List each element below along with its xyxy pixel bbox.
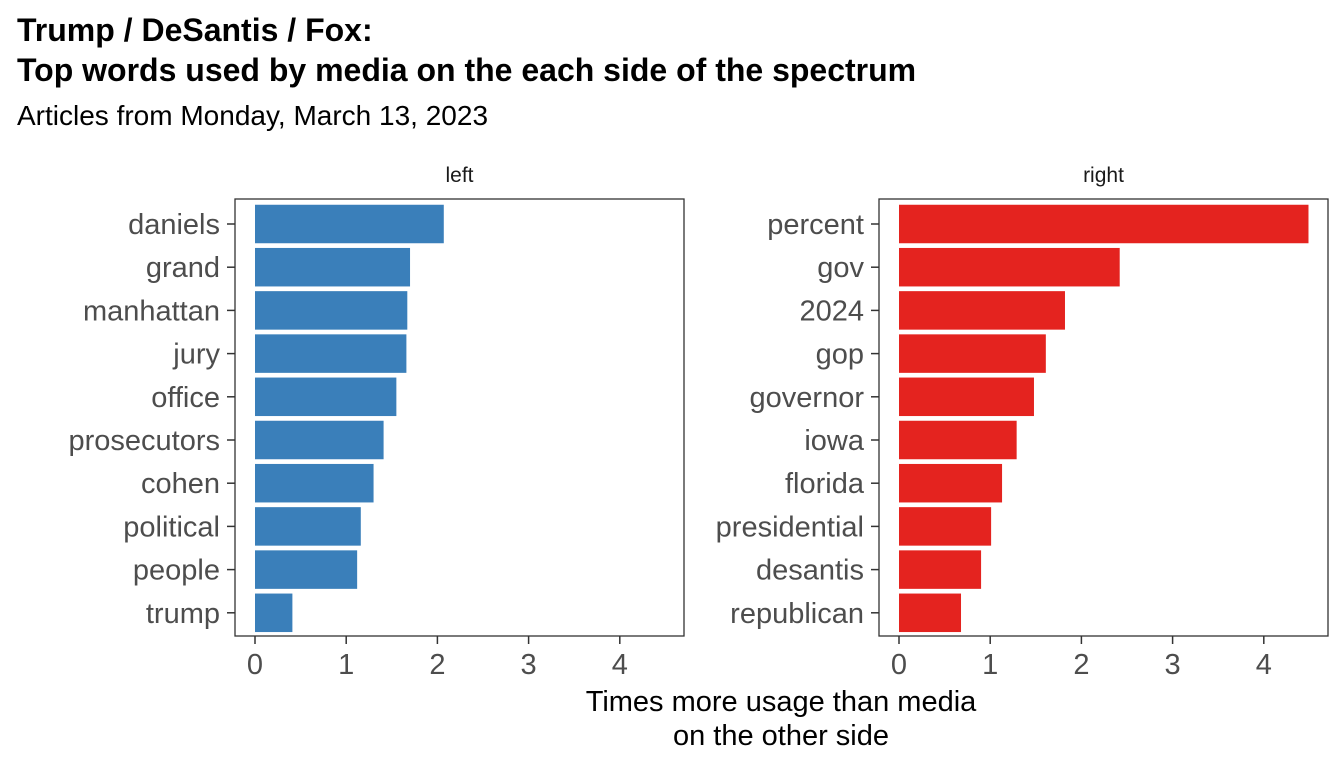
x-axis-label-line1: Times more usage than media — [586, 686, 977, 718]
bar-left-office — [255, 377, 397, 417]
category-label-percent: percent — [767, 209, 864, 241]
x-tick-label: 4 — [612, 649, 628, 681]
bar-right-gov — [899, 247, 1120, 287]
category-label-people: people — [133, 555, 220, 587]
x-tick-label: 0 — [247, 649, 263, 681]
bar-right-desantis — [899, 550, 982, 589]
bar-left-people — [255, 550, 358, 589]
bar-left-cohen — [255, 463, 374, 503]
panel-right: right percent gov 2024 gop governor iowa florid… — [716, 164, 1329, 681]
chart-title-line1: Trump / DeSantis / Fox: — [17, 12, 373, 48]
category-label-office: office — [151, 382, 220, 414]
category-label-iowa: iowa — [804, 425, 865, 457]
category-label-jury: jury — [172, 339, 220, 371]
category-label-desantis: desantis — [756, 555, 864, 587]
chart-subtitle: Articles from Monday, March 13, 2023 — [17, 100, 489, 131]
panel-border — [878, 198, 1329, 637]
category-label-presidential: presidential — [716, 511, 864, 543]
category-label-gop: gop — [816, 339, 864, 371]
bar-right-republican — [899, 593, 962, 633]
chart-title: Trump / DeSantis / Fox: Top words used b… — [17, 10, 916, 90]
x-tick-label: 3 — [1165, 649, 1181, 681]
x-tick-label: 2 — [1073, 649, 1089, 681]
x-tick-label: 2 — [429, 649, 445, 681]
x-tick-label: 1 — [338, 649, 354, 681]
x-tick-label: 0 — [891, 649, 907, 681]
bar-left-grand — [255, 247, 411, 287]
bar-left-prosecutors — [255, 420, 384, 460]
chart-title-line2: Top words used by media on the each side… — [17, 52, 917, 88]
category-label-trump: trump — [146, 598, 220, 630]
x-axis-label-line2: on the other side — [673, 720, 889, 752]
category-label-2024: 2024 — [799, 295, 864, 327]
bar-right-presidential — [899, 507, 992, 546]
bar-right-2024 — [899, 291, 1065, 330]
category-label-gov: gov — [817, 252, 864, 284]
bar-right-percent — [899, 204, 1309, 244]
category-label-florida: florida — [785, 468, 865, 500]
panel-border — [234, 198, 685, 637]
bar-right-iowa — [899, 420, 1017, 460]
bar-left-jury — [255, 334, 407, 373]
bar-right-gop — [899, 334, 1046, 373]
category-label-grand: grand — [146, 252, 220, 284]
category-label-prosecutors: prosecutors — [68, 425, 220, 457]
x-tick-label: 1 — [982, 649, 998, 681]
category-label-political: political — [123, 511, 220, 543]
facet-label-right: right — [1083, 164, 1124, 187]
bar-left-political — [255, 507, 361, 546]
category-label-daniels: daniels — [128, 209, 220, 241]
category-label-governor: governor — [750, 382, 865, 414]
x-tick-label: 4 — [1256, 649, 1272, 681]
category-label-manhattan: manhattan — [83, 295, 220, 327]
category-label-republican: republican — [730, 598, 864, 630]
facet-label-left: left — [445, 164, 473, 187]
bar-left-daniels — [255, 204, 444, 244]
category-label-cohen: cohen — [141, 468, 220, 500]
bar-right-florida — [899, 463, 1003, 503]
x-tick-label: 3 — [521, 649, 537, 681]
bar-right-governor — [899, 377, 1034, 417]
bar-left-manhattan — [255, 291, 408, 330]
panel-left: left daniels grand manhattan jury office prose… — [68, 164, 685, 681]
bar-left-trump — [255, 593, 293, 633]
